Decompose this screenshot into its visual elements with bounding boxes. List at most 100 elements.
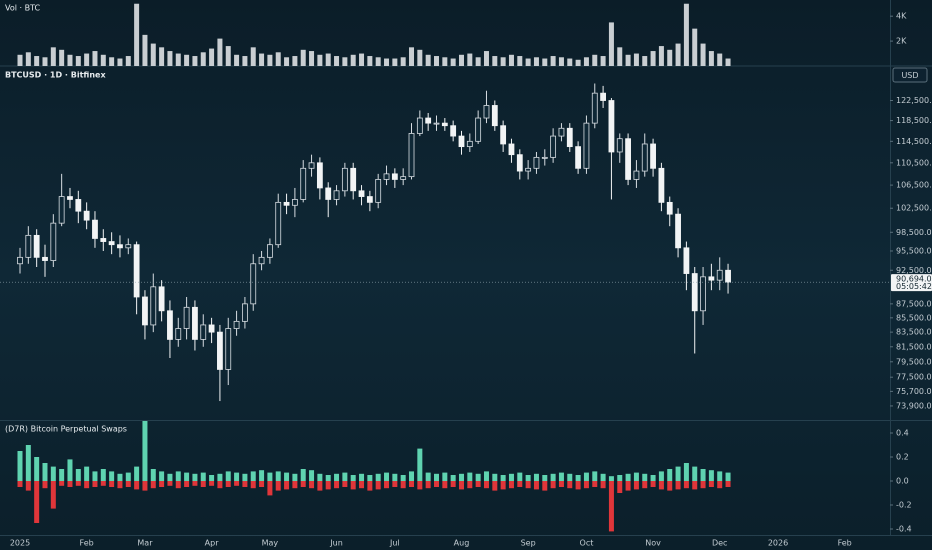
bar (59, 49, 65, 66)
bar (375, 481, 381, 490)
bar (533, 473, 539, 481)
bar (442, 57, 448, 66)
bar (458, 481, 464, 490)
bar (292, 481, 298, 489)
y-tick-label: 98,500.0 (896, 228, 932, 237)
bar (475, 57, 481, 66)
time-axis-label: 2026 (768, 539, 788, 548)
time-axis-label: Feb (838, 539, 852, 548)
candle-body (466, 140, 473, 148)
candle-body (58, 196, 65, 224)
bar (367, 475, 373, 481)
bar (492, 473, 498, 481)
bar (184, 54, 190, 66)
bar (342, 472, 348, 481)
bar (167, 481, 173, 486)
bar (508, 473, 514, 481)
candle-body (358, 190, 365, 197)
candle-body (300, 167, 307, 200)
candle-body (483, 105, 490, 119)
bar (608, 476, 614, 481)
candle-body (600, 92, 606, 101)
candle-body (625, 138, 631, 180)
bar (309, 481, 315, 489)
bar (400, 475, 406, 481)
bar (683, 3, 689, 67)
candle-body (175, 328, 182, 340)
bar (392, 481, 398, 487)
candle-body (516, 154, 523, 172)
bar (75, 56, 81, 66)
bar (717, 53, 723, 66)
bar (725, 58, 731, 66)
bar (167, 51, 173, 66)
bar (117, 473, 123, 481)
bar (483, 51, 489, 66)
bar (84, 481, 90, 489)
bar (75, 469, 81, 481)
candle-body (92, 219, 98, 239)
y-tick-label: 75,700.0 (896, 387, 932, 396)
bar (50, 47, 56, 66)
candle-body (117, 244, 123, 249)
candle-body (150, 286, 157, 326)
currency-label[interactable]: USD (901, 71, 918, 80)
candle-body (533, 156, 540, 169)
bar (34, 56, 40, 66)
y-tick-label: 73,900.0 (896, 401, 932, 410)
bar (359, 53, 365, 66)
bar (200, 472, 206, 481)
time-axis-label: Apr (205, 539, 220, 548)
bar (217, 481, 223, 489)
bar (467, 472, 473, 481)
candle-body (183, 306, 190, 329)
bar (250, 471, 256, 481)
bar (425, 481, 431, 489)
bar (234, 54, 240, 66)
bar (617, 481, 623, 493)
candle-body (400, 176, 407, 180)
candle-body (375, 179, 382, 203)
bar (542, 58, 548, 66)
bar (175, 471, 181, 481)
bar (633, 472, 639, 481)
bar (625, 54, 631, 66)
bar (109, 57, 115, 66)
bar (184, 481, 190, 487)
bar (700, 469, 706, 481)
bar (567, 58, 573, 66)
currency-button[interactable] (892, 67, 928, 83)
bar (100, 54, 106, 66)
candle-body (633, 170, 640, 180)
bar (558, 472, 564, 481)
bar (42, 463, 48, 481)
bar (483, 481, 489, 489)
bar (642, 481, 648, 489)
bar (217, 38, 223, 66)
bar (359, 481, 365, 489)
bar (633, 481, 639, 490)
candle-body (350, 167, 357, 192)
bar (259, 470, 265, 481)
y-tick-label: 0.2 (896, 453, 909, 462)
bar (125, 56, 131, 66)
bar (342, 57, 348, 66)
bar (67, 54, 73, 66)
candle-body (500, 125, 507, 145)
y-tick-label: 92,500.0 (896, 266, 932, 275)
bar (500, 481, 506, 490)
candle-body (33, 234, 40, 258)
candle-body (50, 222, 57, 261)
bar (292, 473, 298, 481)
pane-title: Vol · BTC (5, 4, 41, 13)
bar (442, 481, 448, 489)
bar (409, 47, 415, 66)
bar (450, 475, 456, 481)
candle-body (225, 328, 232, 370)
candle-body (158, 286, 165, 312)
candle-body (325, 187, 332, 200)
candle-body (308, 162, 315, 169)
last-price-box (891, 274, 932, 292)
bar (417, 481, 423, 490)
